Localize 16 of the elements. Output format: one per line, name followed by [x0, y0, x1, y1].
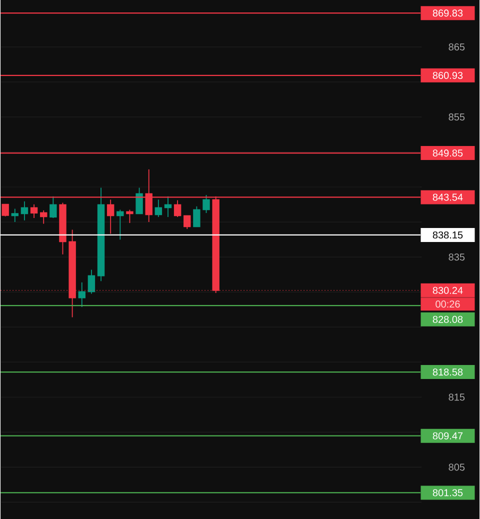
- ref-line-label: 830.24: [433, 286, 463, 294]
- y-tick-label: 805: [448, 464, 465, 471]
- ref-line-label: 849.85: [433, 149, 463, 157]
- ref-line-label: 869.83: [433, 10, 463, 17]
- ref-line-label: 860.93: [433, 72, 463, 79]
- ref-line-label: 818.58: [433, 368, 463, 376]
- y-tick-label: 835: [448, 254, 465, 261]
- text: 00:26: [436, 300, 460, 308]
- ref-line-label: 801.35: [433, 489, 463, 496]
- ref-line-label: 828.08: [433, 316, 463, 323]
- y-tick-label: 815: [448, 394, 465, 401]
- y-tick-label: 865: [448, 43, 465, 50]
- ref-line-label: 809.47: [433, 432, 463, 440]
- y-tick-label: 855: [448, 113, 465, 120]
- ref-line-label: 838.15: [433, 231, 463, 239]
- ref-line-label: 843.54: [433, 194, 463, 201]
